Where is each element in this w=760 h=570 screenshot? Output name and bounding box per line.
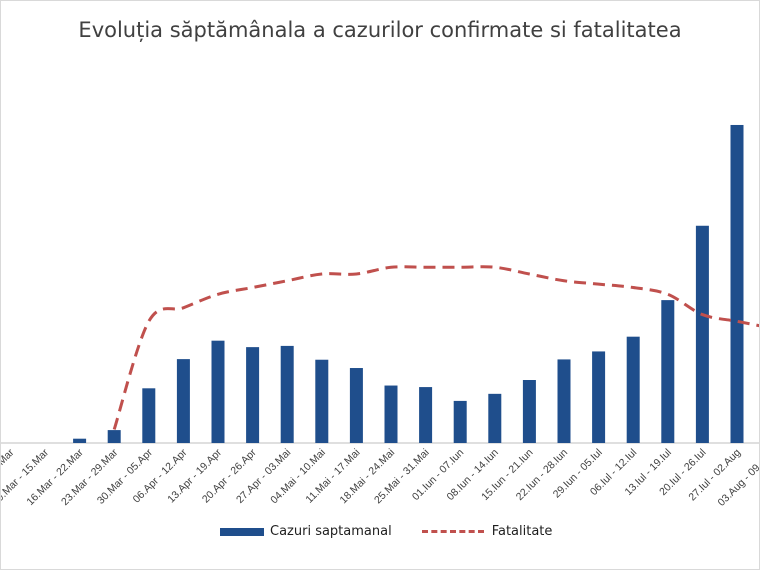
bar-4: [176, 359, 190, 443]
legend-item-cases: Cazuri saptamanal: [220, 524, 392, 539]
legend-label-fatality: Fatalitate: [491, 524, 553, 539]
bar-20: [730, 124, 744, 444]
bar-9: [349, 368, 363, 443]
legend-swatch-dashed-line: [421, 530, 484, 533]
chart-legend: Cazuri saptamanal Fatalitate: [220, 524, 582, 539]
bar-16: [592, 351, 606, 443]
fatality-line: [112, 265, 760, 430]
bar-11: [419, 387, 433, 443]
bar-15: [557, 359, 571, 443]
bar-17: [626, 336, 640, 443]
bar-3: [142, 388, 156, 443]
bar-12: [453, 400, 467, 443]
bar-18: [661, 300, 675, 443]
bar-2: [107, 430, 121, 443]
legend-swatch-bar: [220, 527, 264, 536]
bar-13: [488, 393, 502, 443]
tick-label-partial-first: …Mar: [0, 446, 17, 475]
bar-10: [384, 385, 398, 443]
bar-6: [246, 347, 260, 443]
chart-title: Evoluția săptămânala a cazurilor confirm…: [78, 18, 682, 42]
legend-item-fatality: Fatalitate: [421, 524, 553, 539]
legend-label-cases: Cazuri saptamanal: [270, 524, 392, 539]
bar-19: [695, 225, 709, 443]
bar-5: [211, 340, 225, 443]
bar-1: [73, 438, 87, 443]
bar-8: [315, 359, 329, 443]
bar-14: [522, 380, 536, 443]
bar-7: [280, 345, 294, 443]
